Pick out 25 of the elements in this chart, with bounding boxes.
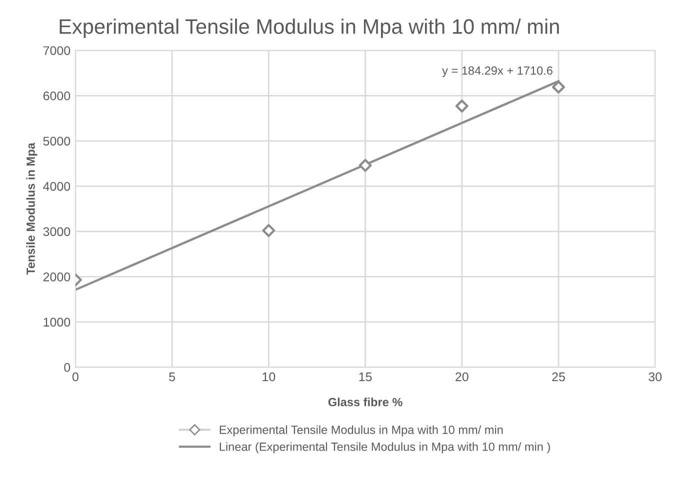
x-tick-label: 5 — [169, 372, 176, 382]
point — [455, 100, 468, 113]
point — [262, 224, 276, 238]
x-axis-title: Glass fibre % — [328, 398, 402, 406]
x-tick-label: 25 — [552, 372, 565, 382]
y-tick-label: 0 — [64, 363, 70, 372]
chart-title: Experimental Tensile Modulus in Mpa with 10 mm/ min — [60, 18, 559, 38]
legend-label: Linear (Experimental Tensile Modulus in Mpa with 10 mm/ min ) — [220, 442, 550, 454]
y-tick-label: 3000 — [43, 227, 70, 236]
x-tick-label: 20 — [456, 372, 468, 382]
x-tick-label: 0 — [72, 372, 78, 382]
point — [358, 158, 372, 172]
x-tick-label: 10 — [262, 372, 276, 382]
y-tick-label: 1000 — [44, 318, 70, 327]
legend-label: Experimental Tensile Modulus in Mpa with 10 mm/ min — [220, 425, 503, 436]
annotation: y = 184.29x + 1710.6 — [442, 66, 552, 78]
y-tick-label: 5000 — [43, 136, 70, 146]
y-tick-label: 2000 — [43, 272, 70, 282]
point — [552, 80, 566, 94]
y-tick-label: 6000 — [43, 91, 70, 100]
x-tick-label: 15 — [359, 372, 372, 382]
y-axis-title: Tensile Modulus in Mpa — [26, 142, 38, 275]
y-tick-label: 4000 — [43, 182, 70, 191]
y-tick-label: 7000 — [43, 46, 70, 56]
x-tick-label: 30 — [648, 372, 662, 382]
